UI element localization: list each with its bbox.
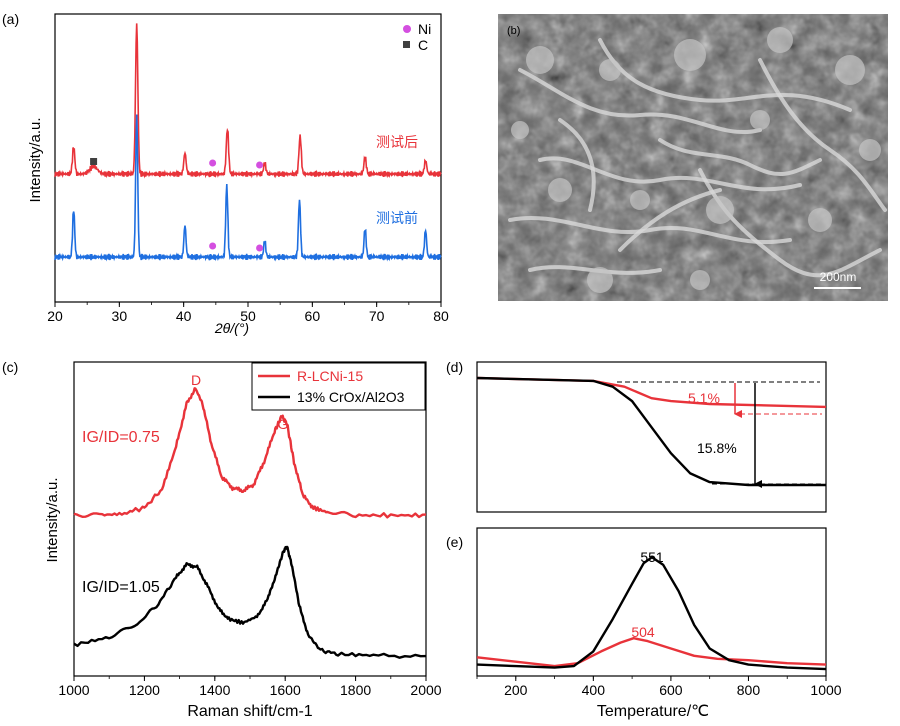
g-band-label: G [278, 416, 289, 432]
a-x-tick-label: 40 [176, 308, 192, 324]
d-loss-red: 5.1% [688, 390, 720, 406]
panel-b-label: (b) [507, 25, 520, 37]
ni-marker [209, 242, 217, 250]
a-x-tick-label: 20 [47, 308, 63, 324]
panel-d-label: (d) [446, 359, 463, 375]
ni-marker [209, 159, 217, 167]
panel-d-series [476, 376, 827, 487]
sem-fiber [558, 118, 596, 212]
panel-d: (d) 5.1% 15.8% [446, 359, 827, 513]
tpo-series-0 [476, 637, 827, 668]
sem-fiber [538, 156, 802, 192]
d-loss-black: 15.8% [697, 440, 737, 456]
e-peak-black: 551 [640, 549, 664, 565]
sem-particle [526, 46, 554, 74]
sem-fiber [598, 38, 852, 112]
tpo-series-1 [476, 556, 827, 671]
panel-c-series [73, 387, 427, 659]
raman-series-1 [73, 545, 427, 659]
sem-particle [808, 208, 832, 232]
raman-series-0 [73, 387, 427, 519]
a-x-tick-label: 30 [112, 308, 128, 324]
legend-box [251, 362, 426, 411]
panel-c-ylabel: Intensity/a.u. [44, 477, 61, 562]
sem-fiber [528, 265, 662, 275]
sem-particle [630, 190, 650, 210]
a-x-tick-label: 50 [240, 308, 256, 324]
panel-a-markers [90, 158, 264, 252]
sem-fiber [508, 215, 792, 245]
panel-a-x-axis: 20 30 40 50 60 70 80 [47, 302, 449, 324]
panel-e-xlabel: Temperature/℃ [597, 703, 709, 720]
panel-a-label: (a) [2, 11, 19, 27]
e-x-tick-label: 200 [504, 682, 528, 698]
panel-d-frame [476, 361, 827, 513]
panel-b: (b) 200nm [498, 14, 888, 301]
legend-red-label: R-LCNi-15 [297, 368, 363, 384]
ratio-black-label: IG/ID=1.05 [82, 579, 160, 596]
panel-a-xlabel: 2θ/(°) [214, 320, 249, 336]
sem-particle [750, 110, 770, 130]
xrd-series-0 [54, 23, 442, 179]
tg-series-1 [476, 376, 826, 487]
panel-c-label: (c) [2, 359, 18, 375]
sem-particle [835, 55, 865, 85]
c-x-tick-label: 1200 [129, 682, 160, 698]
sem-particle [548, 178, 572, 202]
panel-e-x-axis: 200 400 600 800 1000 [476, 676, 842, 698]
a-x-tick-label: 60 [305, 308, 321, 324]
xrd-series-1 [54, 114, 442, 262]
sem-particle [859, 139, 881, 161]
legend-ni-label: Ni [418, 21, 431, 37]
sem-particle [690, 270, 710, 290]
series-after-label: 测试后 [376, 134, 418, 150]
c-x-tick-label: 1800 [340, 682, 371, 698]
a-x-tick-label: 70 [369, 308, 385, 324]
ni-marker [256, 244, 264, 252]
sem-particle [674, 39, 706, 71]
series-before-label: 测试前 [376, 210, 418, 226]
panel-c-x-axis: 1000 1200 1400 1600 1800 2000 [58, 676, 442, 698]
sem-fiber [658, 138, 822, 177]
panel-e-series [476, 556, 827, 671]
c-x-tick-label: 1400 [199, 682, 230, 698]
panel-e-frame [476, 527, 827, 677]
e-x-tick-label: 800 [737, 682, 761, 698]
c-x-tick-label: 1600 [270, 682, 301, 698]
ni-marker [256, 161, 264, 169]
panel-a: (a) 20 30 40 50 60 70 80 2θ/(°) Intensity/a.u.… [2, 11, 449, 336]
sem-particle [587, 267, 613, 293]
e-x-tick-label: 400 [582, 682, 606, 698]
panel-a-ylabel: Intensity/a.u. [27, 117, 44, 202]
sem-image-fibers [508, 27, 887, 293]
sem-fiber [518, 68, 762, 135]
c-x-tick-label: 1000 [58, 682, 89, 698]
sem-particle [511, 121, 529, 139]
sem-particle [706, 196, 734, 224]
sem-particle [767, 27, 793, 53]
scale-bar-label: 200nm [820, 270, 857, 284]
panel-a-series [54, 23, 442, 262]
c-marker [90, 158, 98, 165]
d-band-label: D [191, 372, 201, 388]
legend-ni-marker [403, 25, 411, 33]
legend-c-label: C [418, 37, 428, 53]
a-x-tick-label: 80 [433, 308, 449, 324]
panel-e: (e) 200 400 600 800 1000 Temperature/℃ 551 5… [446, 527, 842, 720]
sem-particle [599, 59, 621, 81]
ratio-red-label: IG/ID=0.75 [82, 429, 160, 446]
e-peak-red: 504 [631, 624, 655, 640]
panel-e-label: (e) [446, 534, 463, 550]
sem-fiber [758, 58, 887, 212]
legend-black-label: 13% CrOx/Al2O3 [297, 389, 405, 405]
legend-c-marker [403, 41, 410, 48]
c-x-tick-label: 2000 [410, 682, 441, 698]
panel-c-xlabel: Raman shift/cm-1 [187, 703, 312, 720]
e-x-tick-label: 1000 [810, 682, 841, 698]
panel-c: (c) 1000 1200 1400 1600 1800 2000 Raman shift… [2, 359, 442, 720]
sem-fiber [618, 188, 722, 252]
e-x-tick-label: 600 [659, 682, 683, 698]
